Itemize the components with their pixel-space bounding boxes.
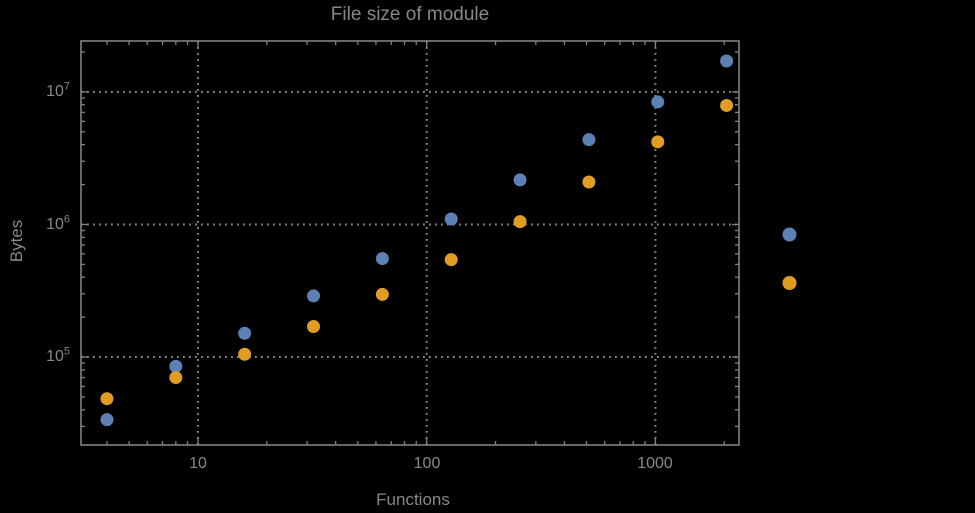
x-tick-label-10: 10	[189, 455, 207, 472]
y-tick-base: 10	[46, 83, 64, 100]
y-tick-label-1e7: 107	[46, 80, 70, 101]
data-point-series-2-orange	[513, 215, 527, 229]
y-tick-exponent: 6	[63, 213, 70, 226]
data-point-series-1-blue	[100, 413, 114, 427]
data-point-series-1-blue	[375, 252, 389, 266]
data-point-series-2-orange	[582, 175, 596, 189]
data-point-series-1-blue	[513, 173, 527, 187]
chart-title: File size of module	[330, 4, 490, 25]
data-point-series-1-blue	[582, 133, 596, 147]
x-tick-label-1000: 1000	[637, 455, 673, 472]
y-tick-label-1e6: 106	[46, 213, 70, 234]
legend-marker-1	[782, 227, 797, 242]
data-point-series-1-blue	[720, 54, 734, 68]
data-point-series-2-orange	[651, 135, 665, 149]
plot-frame	[80, 40, 740, 446]
data-point-series-2-orange	[720, 98, 734, 112]
y-tick-exponent: 5	[63, 345, 70, 358]
legend-marker-2	[782, 276, 797, 290]
data-point-series-2-orange	[375, 287, 389, 301]
data-point-series-1-blue	[307, 289, 321, 303]
data-point-series-2-orange	[444, 253, 458, 267]
y-tick-base: 10	[46, 348, 64, 365]
data-point-series-2-orange	[100, 392, 114, 406]
y-axis-label: Bytes	[7, 219, 26, 263]
data-point-series-2-orange	[307, 319, 321, 333]
x-axis-label: Functions	[376, 490, 450, 509]
data-point-series-1-blue	[444, 212, 458, 226]
data-point-series-1-blue	[169, 359, 183, 373]
data-point-series-1-blue	[238, 326, 252, 340]
y-tick-label-1e5: 105	[46, 345, 70, 366]
data-point-series-2-orange	[238, 347, 252, 361]
x-tick-label-100: 100	[413, 455, 441, 472]
y-tick-exponent: 7	[63, 80, 70, 93]
y-tick-base: 10	[46, 216, 64, 233]
data-point-series-2-orange	[169, 371, 183, 385]
data-point-series-1-blue	[651, 95, 665, 109]
